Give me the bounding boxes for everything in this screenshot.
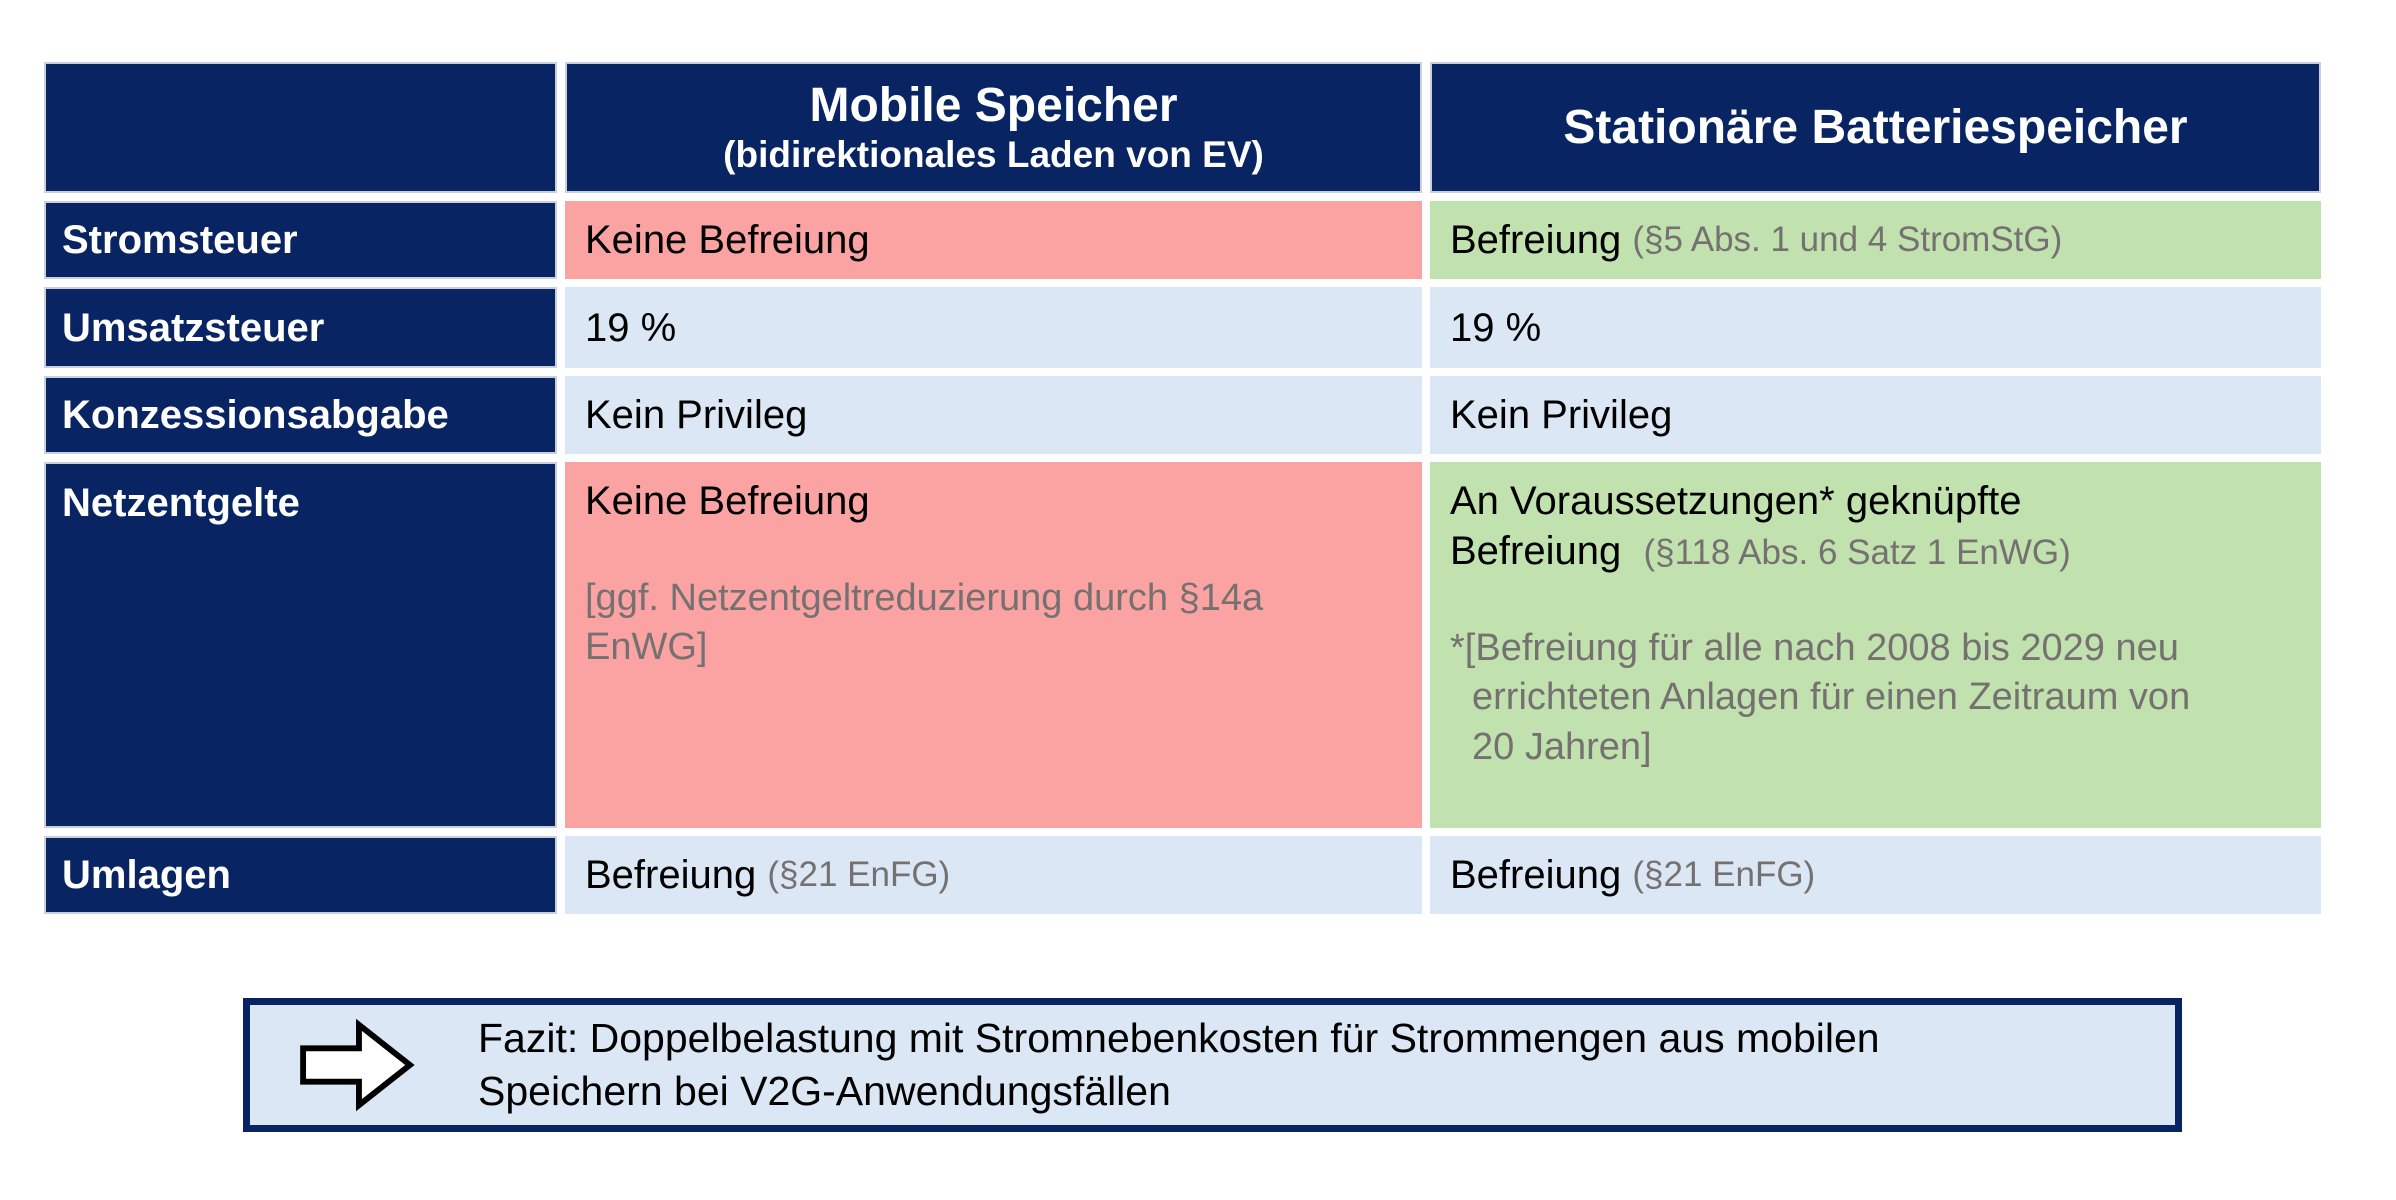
cell-legal-ref: (§118 Abs. 6 Satz 1 EnWG) xyxy=(1643,533,2071,572)
header-mobile-subtitle: (bidirektionales Laden von EV) xyxy=(723,133,1264,175)
cell-note: *[Befreiung für alle nach 2008 bis 2029 … xyxy=(1450,627,2191,768)
cell-umsatzsteuer-mobile: 19 % xyxy=(565,287,1422,368)
header-mobile-speicher: Mobile Speicher (bidirektionales Laden v… xyxy=(565,62,1422,193)
cell-text: Befreiung xyxy=(1450,218,1622,262)
cell-konzessionsabgabe-stationary: Kein Privileg xyxy=(1430,376,2321,454)
cell-konzessionsabgabe-mobile: Kein Privileg xyxy=(565,376,1422,454)
row-label-umlagen: Umlagen xyxy=(44,836,557,914)
fazit-text: Fazit: Doppelbelastung mit Stromnebenkos… xyxy=(478,1014,1880,1114)
cell-umlagen-stationary: Befreiung (§21 EnFG) xyxy=(1430,836,2321,914)
header-stationaere-batteriespeicher: Stationäre Batteriespeicher xyxy=(1430,62,2321,193)
cell-legal-ref: (§5 Abs. 1 und 4 StromStG) xyxy=(1632,220,2063,260)
cell-text: Befreiung xyxy=(1450,853,1622,897)
cell-umlagen-mobile: Befreiung (§21 EnFG) xyxy=(565,836,1422,914)
cell-text: An Voraussetzungen* geknüpfte Befreiung xyxy=(1450,479,2022,573)
cell-text: 19 % xyxy=(1450,305,1542,350)
cell-text: Kein Privileg xyxy=(1450,393,1673,437)
header-stationary-title: Stationäre Batteriespeicher xyxy=(1563,100,2188,154)
header-empty-cell xyxy=(44,62,557,193)
row-label-umsatzsteuer: Umsatzsteuer xyxy=(44,287,557,368)
cell-note: [ggf. Netzentgeltreduzierung durch §14a … xyxy=(585,577,1264,669)
cell-legal-ref: (§21 EnFG) xyxy=(767,855,951,895)
row-label-konzessionsabgabe: Konzessionsabgabe xyxy=(44,376,557,454)
cell-netzentgelte-stationary: An Voraussetzungen* geknüpfte Befreiung … xyxy=(1430,462,2321,828)
header-mobile-title: Mobile Speicher xyxy=(809,78,1178,132)
cell-umsatzsteuer-stationary: 19 % xyxy=(1430,287,2321,368)
cell-content: Keine Befreiung [ggf. Netzentgeltreduzie… xyxy=(585,476,1402,673)
cell-content: An Voraussetzungen* geknüpfte Befreiung … xyxy=(1450,476,2301,772)
cell-text: Kein Privileg xyxy=(585,393,808,437)
cell-text: Befreiung xyxy=(585,853,757,897)
row-label-netzentgelte: Netzentgelte xyxy=(44,462,557,828)
cell-stromsteuer-stationary: Befreiung (§5 Abs. 1 und 4 StromStG) xyxy=(1430,201,2321,279)
cell-text: 19 % xyxy=(585,305,677,350)
arrow-right-icon xyxy=(300,1018,415,1112)
cell-text: Keine Befreiung xyxy=(585,479,870,523)
row-label-stromsteuer: Stromsteuer xyxy=(44,201,557,279)
cell-netzentgelte-mobile: Keine Befreiung [ggf. Netzentgeltreduzie… xyxy=(565,462,1422,828)
cell-text: Keine Befreiung xyxy=(585,218,870,262)
fazit-callout: Fazit: Doppelbelastung mit Stromnebenkos… xyxy=(243,998,2182,1132)
comparison-table: Mobile Speicher (bidirektionales Laden v… xyxy=(44,62,2321,914)
cell-legal-ref: (§21 EnFG) xyxy=(1632,855,1816,895)
cell-stromsteuer-mobile: Keine Befreiung xyxy=(565,201,1422,279)
